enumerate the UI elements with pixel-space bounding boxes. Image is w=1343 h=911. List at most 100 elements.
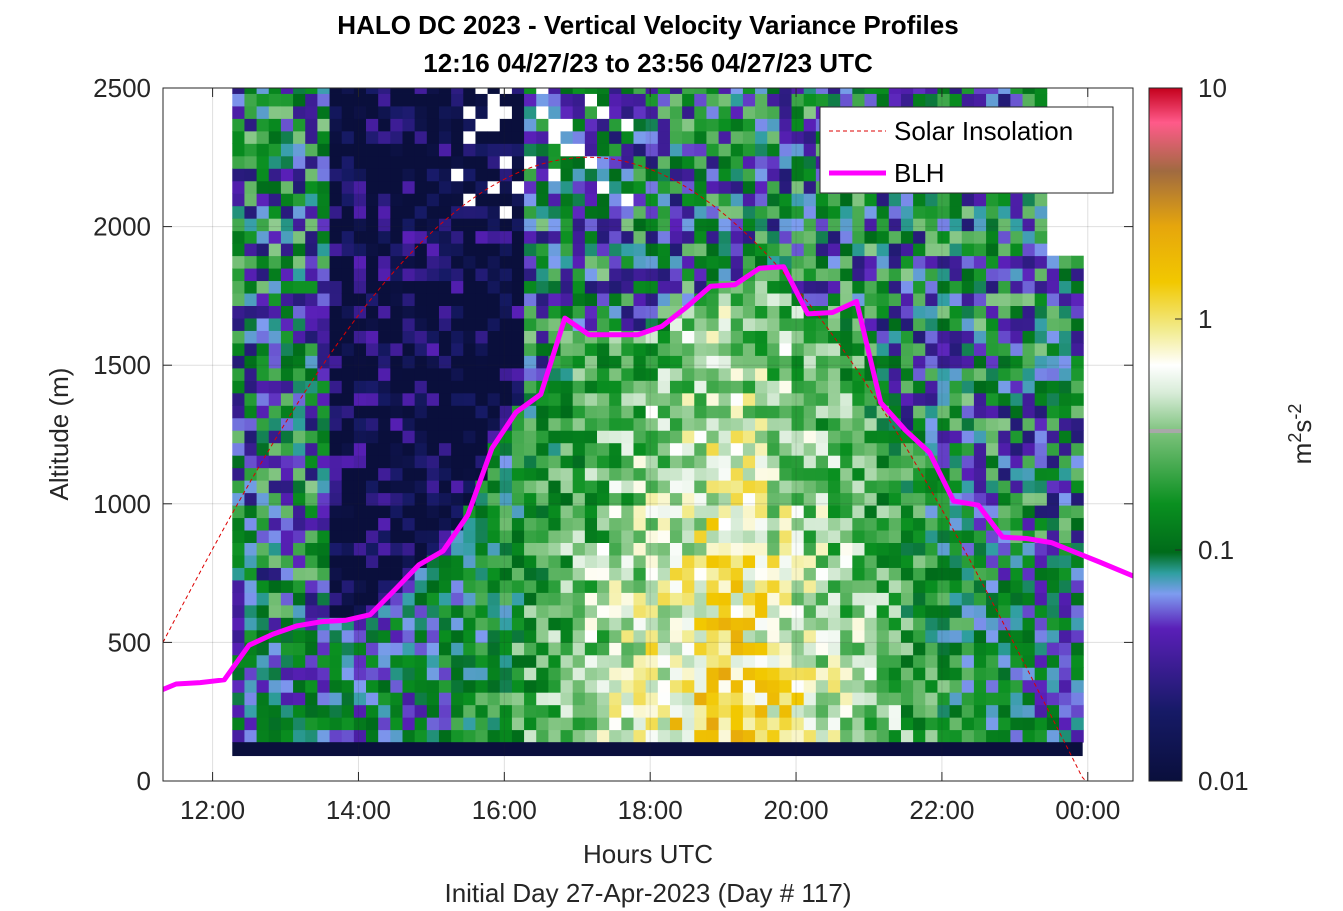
heatmap-cell [524, 193, 537, 207]
heatmap-cell [390, 155, 403, 169]
heatmap-cell [803, 118, 817, 132]
heatmap-cell [949, 243, 963, 257]
heatmap-cell [572, 555, 586, 568]
heatmap-cell [402, 330, 416, 344]
heatmap-cell [961, 367, 975, 381]
heatmap-cell [366, 455, 379, 469]
heatmap-cell [718, 243, 732, 257]
heatmap-cell [779, 417, 792, 431]
heatmap-cell [487, 143, 501, 157]
heatmap-cell [718, 118, 732, 132]
heatmap-cell [463, 88, 476, 94]
heatmap-cell [803, 629, 817, 643]
heatmap-cell [694, 130, 707, 144]
heatmap-cell [548, 293, 561, 306]
heatmap-cell [609, 592, 622, 606]
heatmap-cell [852, 692, 865, 706]
heatmap-cell [986, 205, 999, 219]
heatmap-cell [828, 692, 841, 706]
heatmap-cell [755, 717, 768, 731]
heatmap-cell [463, 330, 476, 344]
heatmap-cell [378, 106, 391, 119]
heatmap-cell [341, 218, 355, 232]
heatmap-cell [402, 168, 416, 182]
heatmap-cell [900, 492, 914, 506]
heatmap-cell [986, 380, 999, 394]
heatmap-cell [925, 355, 938, 369]
heatmap-cell [329, 467, 343, 481]
heatmap-cell [779, 405, 792, 419]
heatmap-cell [815, 555, 829, 568]
heatmap-cell [669, 88, 683, 94]
heatmap-cell [1010, 492, 1023, 506]
heatmap-cell [293, 667, 306, 681]
heatmap-cell [718, 268, 732, 282]
heatmap-cell [232, 729, 245, 743]
heatmap-cell [900, 517, 914, 531]
heatmap-cell [1022, 567, 1036, 581]
heatmap-cell [937, 193, 950, 207]
heatmap-cell [949, 717, 963, 731]
heatmap-cell [828, 367, 841, 381]
heatmap-cell [256, 330, 270, 344]
heatmap-cell [779, 467, 792, 481]
heatmap-cell [755, 667, 768, 681]
heatmap-cell [414, 155, 428, 169]
heatmap-cell [645, 343, 659, 356]
heatmap-cell [499, 555, 513, 568]
heatmap-cell [755, 180, 768, 194]
heatmap-cell [1010, 205, 1023, 219]
heatmap-cell [475, 155, 488, 169]
heatmap-cell [268, 93, 282, 107]
heatmap-cell [961, 654, 975, 668]
heatmap-cell [633, 106, 647, 119]
heatmap-cell [572, 442, 586, 456]
heatmap-cell [402, 430, 416, 444]
heatmap-cell [597, 93, 610, 107]
heatmap-cell [900, 243, 914, 257]
heatmap-cell [584, 492, 598, 506]
heatmap-cell [511, 629, 525, 643]
heatmap-cell [645, 729, 659, 743]
heatmap-cell [293, 492, 306, 506]
heatmap-cell [451, 542, 464, 556]
heatmap-cell [536, 330, 549, 344]
heatmap-cell [536, 355, 549, 369]
heatmap-cell [803, 492, 817, 506]
heatmap-cell [973, 280, 987, 294]
heatmap-cell [888, 604, 902, 618]
heatmap-cell [536, 617, 549, 631]
heatmap-cell [864, 205, 878, 219]
heatmap-cell [621, 193, 634, 207]
heatmap-cell [730, 168, 744, 182]
heatmap-cell [353, 530, 367, 543]
heatmap-cell [560, 455, 574, 469]
heatmap-cell [1034, 330, 1048, 344]
heatmap-cell [548, 193, 561, 207]
heatmap-cell [536, 667, 549, 681]
heatmap-cell [1034, 205, 1048, 219]
heatmap-cell [402, 193, 416, 207]
heatmap-cell [280, 405, 294, 419]
heatmap-cell [621, 417, 634, 431]
heatmap-cell [1010, 405, 1023, 419]
heatmap-cell [366, 305, 379, 319]
heatmap-cell [293, 717, 306, 731]
heatmap-cell [864, 642, 878, 656]
heatmap-cell [402, 642, 416, 656]
heatmap-cell [645, 604, 659, 618]
heatmap-cell [1034, 679, 1048, 693]
heatmap-cell [305, 417, 318, 431]
heatmap-cell [366, 405, 379, 419]
heatmap-cell [353, 467, 367, 481]
heatmap-cell [828, 629, 841, 643]
heatmap-cell [341, 517, 355, 531]
heatmap-cell [244, 405, 257, 419]
heatmap-cell [779, 679, 792, 693]
heatmap-cell [414, 729, 428, 743]
heatmap-cell [755, 193, 768, 207]
heatmap-cell [293, 355, 306, 369]
heatmap-cell [366, 155, 379, 169]
heatmap-cell [463, 180, 476, 194]
